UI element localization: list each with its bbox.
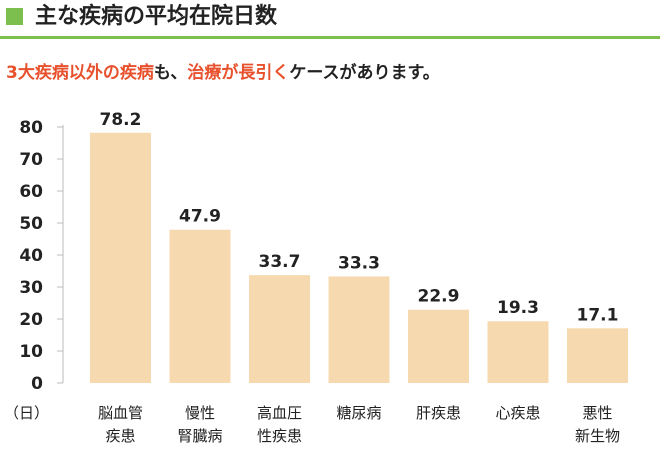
y-tick-label: 0 xyxy=(31,374,43,394)
bar xyxy=(408,309,469,383)
bar xyxy=(90,132,151,383)
bar-value-label: 22.9 xyxy=(418,287,460,307)
category-label: 脳血管 xyxy=(98,404,143,422)
category-label: 心疾患 xyxy=(495,404,540,422)
subtitle-text-2: ケースがあります。 xyxy=(289,63,440,83)
bar-value-label: 17.1 xyxy=(577,305,619,325)
bar-value-label: 47.9 xyxy=(179,207,221,227)
category-label: 肝疾患 xyxy=(416,404,461,422)
category-label: 慢性 xyxy=(185,404,215,422)
bar-value-label: 33.7 xyxy=(259,252,301,272)
subtitle-text-1: も、 xyxy=(153,63,188,83)
y-tick-label: 10 xyxy=(19,342,43,362)
chart-subtitle: 3大疾病以外の疾病も、治療が長引くケースがあります。 xyxy=(6,60,440,86)
category-label: 悪性 xyxy=(582,404,612,422)
header-divider xyxy=(0,36,660,39)
bar-value-label: 33.3 xyxy=(338,253,380,273)
category-label: 腎臓病 xyxy=(177,427,222,445)
bar xyxy=(487,321,549,383)
y-tick-label: 30 xyxy=(19,278,43,298)
category-label: 性疾患 xyxy=(257,427,302,445)
y-tick-label: 40 xyxy=(19,246,43,266)
y-tick-label: 80 xyxy=(19,118,43,138)
subtitle-highlight-1: 3大疾病以外の疾病 xyxy=(6,63,154,83)
y-tick-label: 70 xyxy=(19,150,43,170)
header-marker-icon xyxy=(6,8,23,25)
category-label: 高血圧 xyxy=(257,404,302,422)
bar xyxy=(249,275,310,383)
bar xyxy=(169,229,231,383)
y-tick-label: 20 xyxy=(19,310,43,330)
subtitle-highlight-2: 治療が長引く xyxy=(187,63,290,83)
y-tick-label: 60 xyxy=(19,182,43,202)
page-header: 主な疾病の平均在院日数 xyxy=(0,0,660,40)
category-label: 糖尿病 xyxy=(336,404,381,422)
page-title: 主な疾病の平均在院日数 xyxy=(35,4,278,29)
bar-value-label: 78.2 xyxy=(100,110,142,130)
bar xyxy=(328,276,390,383)
bar-value-label: 19.3 xyxy=(497,298,539,318)
bar xyxy=(567,328,628,383)
y-tick-label: 50 xyxy=(19,214,43,234)
category-label: 新生物 xyxy=(575,427,620,445)
y-unit-label: （日） xyxy=(4,404,49,422)
category-label: 疾患 xyxy=(105,427,135,445)
